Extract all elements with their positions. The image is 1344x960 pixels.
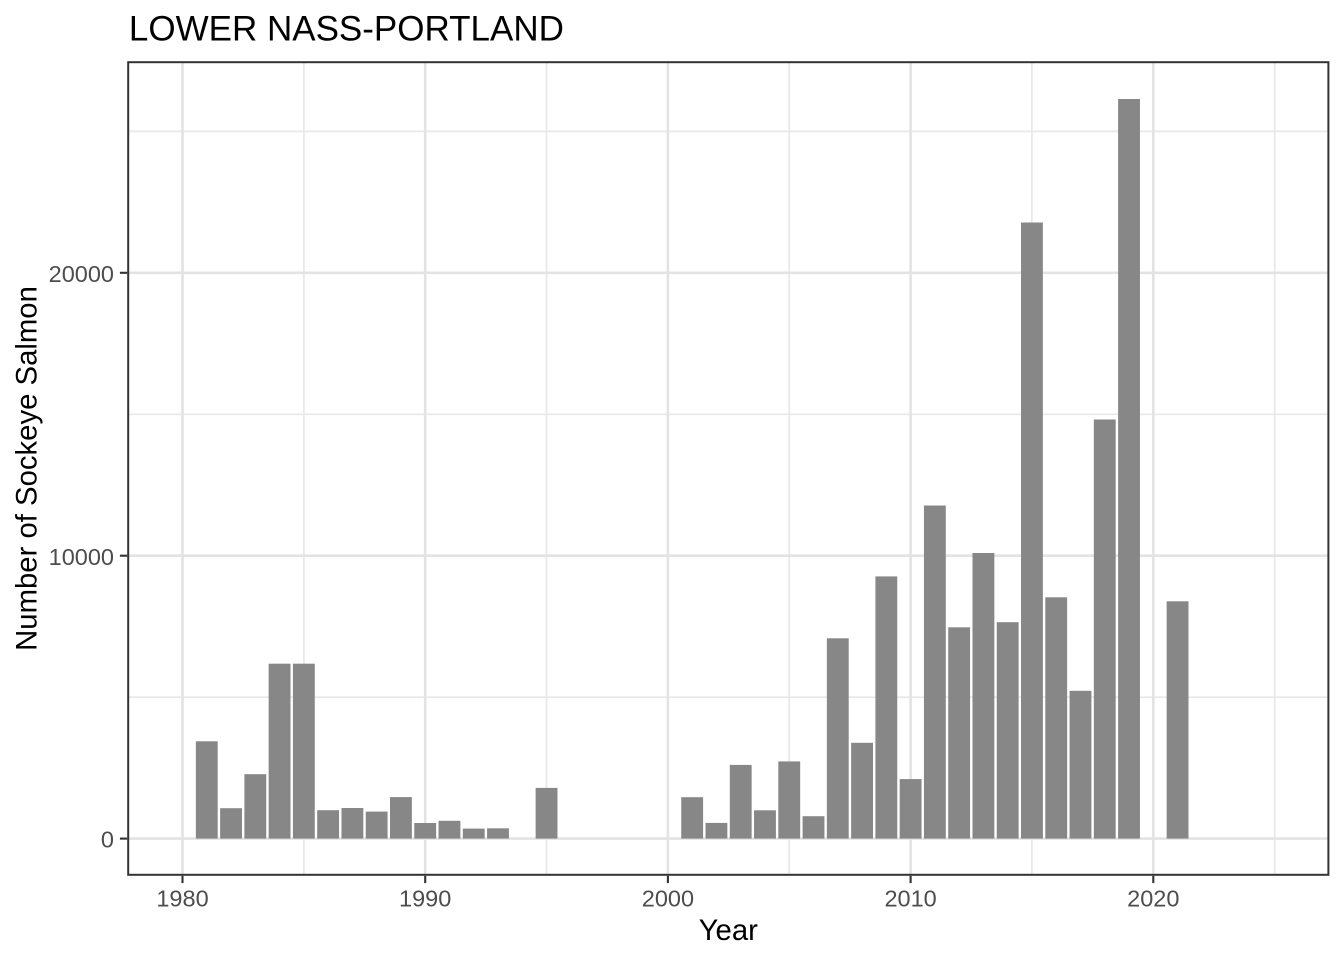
svg-text:2010: 2010 [884,885,936,911]
svg-text:20000: 20000 [49,261,114,287]
svg-text:Year: Year [699,914,758,947]
svg-text:Number of Sockeye Salmon: Number of Sockeye Salmon [11,286,44,651]
svg-text:0: 0 [101,827,114,853]
svg-text:LOWER NASS-PORTLAND: LOWER NASS-PORTLAND [129,9,564,48]
svg-text:1990: 1990 [399,885,451,911]
svg-text:2020: 2020 [1127,885,1179,911]
svg-text:10000: 10000 [49,544,114,570]
svg-text:2000: 2000 [642,885,694,911]
svg-text:1980: 1980 [156,885,208,911]
